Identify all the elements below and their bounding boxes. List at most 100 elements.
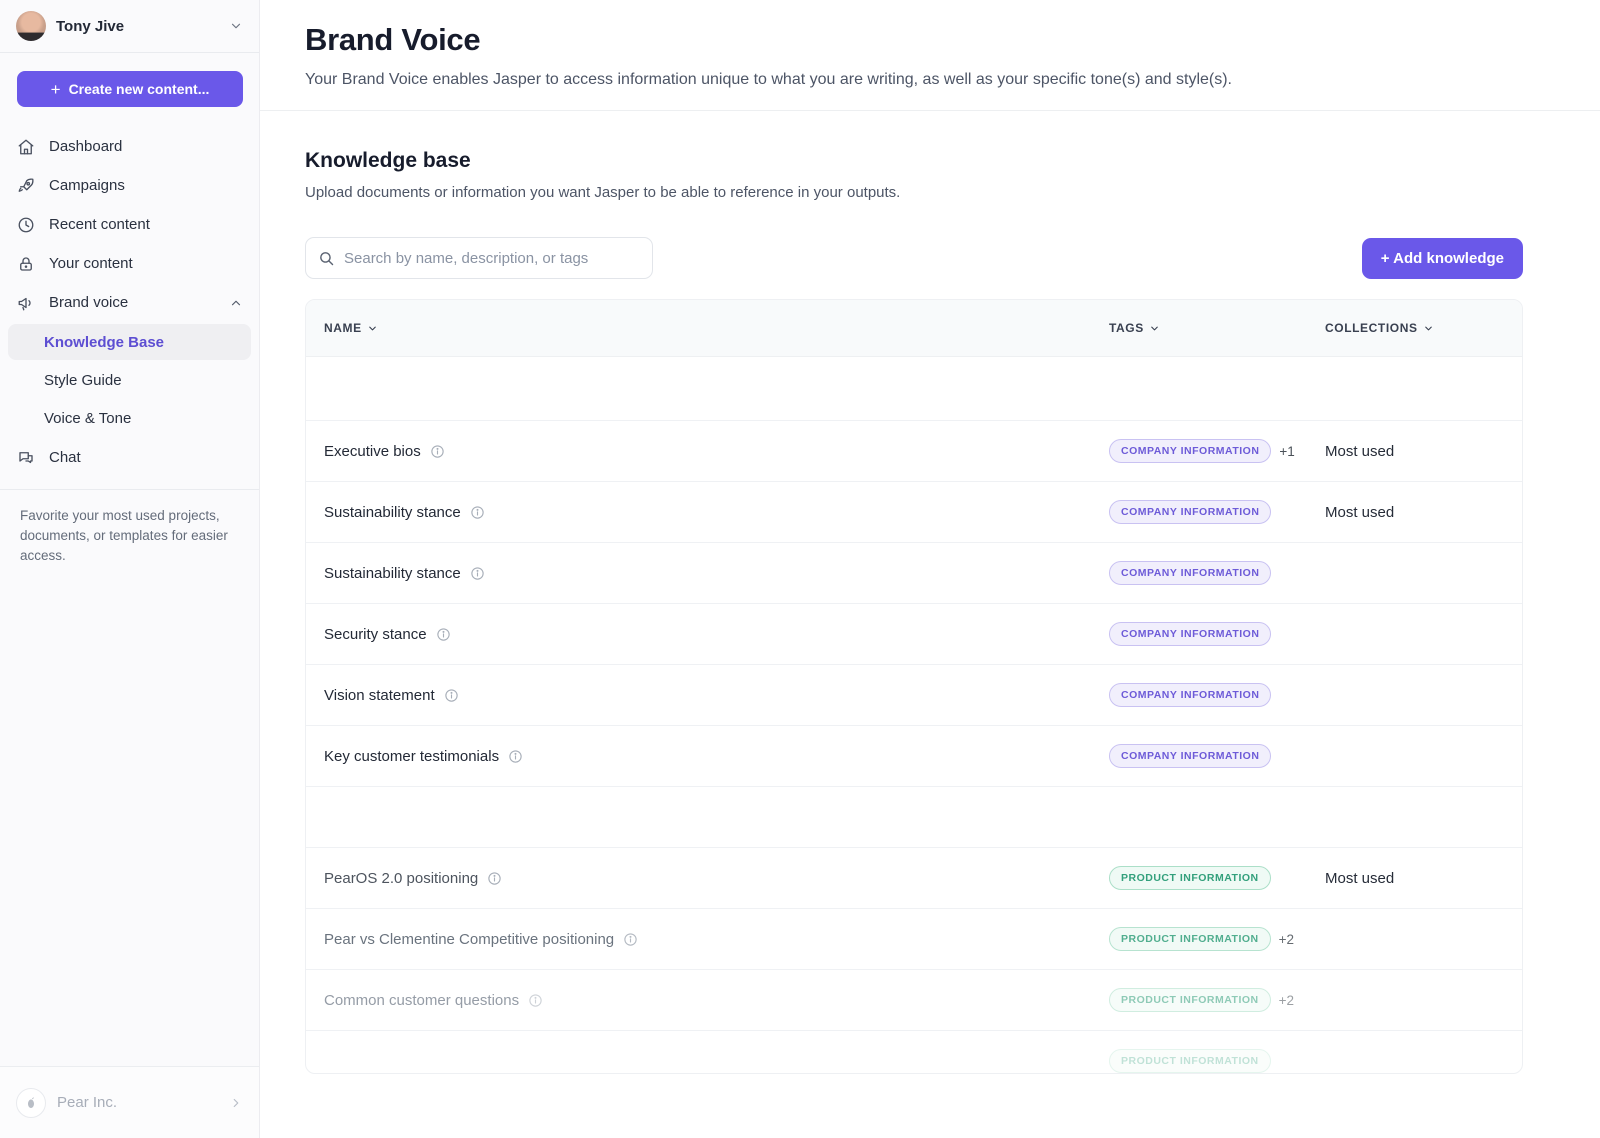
chevron-down-icon xyxy=(1423,323,1434,334)
sidebar-subitem-label: Knowledge Base xyxy=(44,333,165,351)
divider xyxy=(0,489,259,490)
column-header-collections[interactable]: COLLECTIONS xyxy=(1325,321,1522,335)
tag-pill[interactable]: COMPANY INFORMATION xyxy=(1109,561,1272,585)
tag-pill[interactable]: PRODUCT INFORMATION xyxy=(1109,988,1271,1012)
info-icon[interactable] xyxy=(436,627,451,642)
sidebar-item-recent-content[interactable]: Recent content xyxy=(0,205,259,244)
create-new-content-button[interactable]: + Create new content... xyxy=(17,71,243,107)
row-name-cell: Common customer questions xyxy=(306,992,1109,1009)
tag-pill[interactable]: COMPANY INFORMATION xyxy=(1109,500,1272,524)
row-name-cell: Pear vs Clementine Competitive positioni… xyxy=(306,931,1109,948)
sidebar-item-label: Dashboard xyxy=(49,138,123,155)
info-icon[interactable] xyxy=(470,505,485,520)
sidebar-item-label: Your content xyxy=(49,255,133,272)
knowledge-toolbar: + Add knowledge xyxy=(305,237,1523,279)
plus-icon: + xyxy=(50,79,61,99)
table-group-spacer-row xyxy=(306,787,1522,848)
search-box[interactable] xyxy=(305,237,653,279)
info-icon[interactable] xyxy=(623,932,638,947)
table-group-spacer-row xyxy=(306,357,1522,421)
sidebar-subitem-style-guide[interactable]: Style Guide xyxy=(8,362,251,398)
table-body: Executive bios COMPANY INFORMATION +1 Mo… xyxy=(306,357,1522,1073)
tag-pill[interactable]: COMPANY INFORMATION xyxy=(1109,439,1272,463)
lock-icon xyxy=(16,254,36,274)
info-icon[interactable] xyxy=(487,871,502,886)
row-name-cell: Sustainability stance xyxy=(306,565,1109,582)
row-name-cell: PearOS 2.0 positioning xyxy=(306,870,1109,887)
user-name: Tony Jive xyxy=(56,17,125,35)
row-name-cell: Vision statement xyxy=(306,687,1109,704)
table-row[interactable]: PearOS 2.0 positioning PRODUCT INFORMATI… xyxy=(306,848,1522,909)
column-header-name[interactable]: NAME xyxy=(306,321,1109,335)
home-icon xyxy=(16,137,36,157)
sidebar-item-label: Recent content xyxy=(49,216,150,233)
add-knowledge-button[interactable]: + Add knowledge xyxy=(1361,237,1523,279)
chevron-down-icon xyxy=(1149,323,1160,334)
sidebar-subitem-label: Voice & Tone xyxy=(44,409,132,427)
row-tags-cell: COMPANY INFORMATION xyxy=(1109,500,1325,524)
page-subtitle: Your Brand Voice enables Jasper to acces… xyxy=(305,71,1232,88)
column-header-label: COLLECTIONS xyxy=(1325,321,1418,335)
tag-pill[interactable]: COMPANY INFORMATION xyxy=(1109,744,1272,768)
tag-pill[interactable]: PRODUCT INFORMATION xyxy=(1109,866,1271,890)
chevron-up-icon xyxy=(229,296,243,310)
info-icon[interactable] xyxy=(444,688,459,703)
table-row[interactable]: Sustainability stance COMPANY INFORMATIO… xyxy=(306,543,1522,604)
info-icon[interactable] xyxy=(508,749,523,764)
row-tags-cell: COMPANY INFORMATION xyxy=(1109,744,1325,768)
user-menu[interactable]: Tony Jive xyxy=(0,0,259,52)
row-tags-cell: COMPANY INFORMATION +1 xyxy=(1109,439,1325,463)
tag-extra-count: +2 xyxy=(1278,992,1295,1008)
org-switcher[interactable]: Pear Inc. xyxy=(0,1066,259,1138)
row-name: Pear vs Clementine Competitive positioni… xyxy=(324,930,615,948)
tag-pill[interactable]: PRODUCT INFORMATION xyxy=(1109,927,1271,951)
row-name-cell: Executive bios xyxy=(306,443,1109,460)
row-collection-cell: Most used xyxy=(1325,503,1395,521)
table-row[interactable]: Key customer testimonials COMPANY INFORM… xyxy=(306,726,1522,787)
row-name: PearOS 2.0 positioning xyxy=(324,869,479,887)
sidebar-item-chat[interactable]: Chat xyxy=(0,438,259,477)
column-header-label: NAME xyxy=(324,321,362,335)
row-tags-cell: PRODUCT INFORMATION xyxy=(1109,1049,1325,1073)
row-collection-cell: Most used xyxy=(1325,442,1395,460)
search-input[interactable] xyxy=(344,249,640,267)
chat-icon xyxy=(16,448,36,468)
sidebar-subitem-label: Style Guide xyxy=(44,371,122,389)
row-name: Common customer questions xyxy=(324,991,520,1009)
info-icon[interactable] xyxy=(470,566,485,581)
tag-pill[interactable]: COMPANY INFORMATION xyxy=(1109,622,1272,646)
row-name-cell: Key customer testimonials xyxy=(306,748,1109,765)
sidebar-subitem-knowledge-base[interactable]: Knowledge Base xyxy=(8,324,251,360)
table-row[interactable]: Common customer questions PRODUCT INFORM… xyxy=(306,970,1522,1031)
sidebar-subitem-voice-tone[interactable]: Voice & Tone xyxy=(8,400,251,436)
sidebar-item-campaigns[interactable]: Campaigns xyxy=(0,166,259,205)
sidebar-item-your-content[interactable]: Your content xyxy=(0,244,259,283)
row-tags-cell: PRODUCT INFORMATION xyxy=(1109,866,1325,890)
tag-pill[interactable]: COMPANY INFORMATION xyxy=(1109,683,1272,707)
column-header-label: TAGS xyxy=(1109,321,1144,335)
table-row[interactable]: Pear vs Clementine Competitive positioni… xyxy=(306,909,1522,970)
info-icon[interactable] xyxy=(430,444,445,459)
sidebar-item-label: Campaigns xyxy=(49,177,125,194)
favorites-hint-text: Favorite your most used projects, docume… xyxy=(20,508,228,563)
column-header-tags[interactable]: TAGS xyxy=(1109,321,1325,335)
tag-extra-count: +2 xyxy=(1278,931,1295,947)
row-name-cell: Security stance xyxy=(306,626,1109,643)
tag-pill[interactable]: PRODUCT INFORMATION xyxy=(1109,1049,1271,1073)
row-name-cell: Sustainability stance xyxy=(306,504,1109,521)
sidebar-item-label: Chat xyxy=(49,449,81,466)
info-icon[interactable] xyxy=(528,993,543,1008)
row-name: Sustainability stance xyxy=(324,503,461,521)
row-name: Security stance xyxy=(324,625,427,643)
sidebar-item-brand-voice[interactable]: Brand voice xyxy=(0,283,259,322)
sidebar-item-dashboard[interactable]: Dashboard xyxy=(0,127,259,166)
table-header-row: NAME TAGS COLLECTIONS xyxy=(306,300,1522,357)
table-row[interactable]: Executive bios COMPANY INFORMATION +1 Mo… xyxy=(306,421,1522,482)
table-row[interactable]: Security stance COMPANY INFORMATION xyxy=(306,604,1522,665)
row-name: Sustainability stance xyxy=(324,564,461,582)
org-name: Pear Inc. xyxy=(57,1094,118,1111)
sidebar-item-label: Brand voice xyxy=(49,294,129,311)
table-row[interactable]: PRODUCT INFORMATION xyxy=(306,1031,1522,1073)
table-row[interactable]: Sustainability stance COMPANY INFORMATIO… xyxy=(306,482,1522,543)
table-row[interactable]: Vision statement COMPANY INFORMATION xyxy=(306,665,1522,726)
